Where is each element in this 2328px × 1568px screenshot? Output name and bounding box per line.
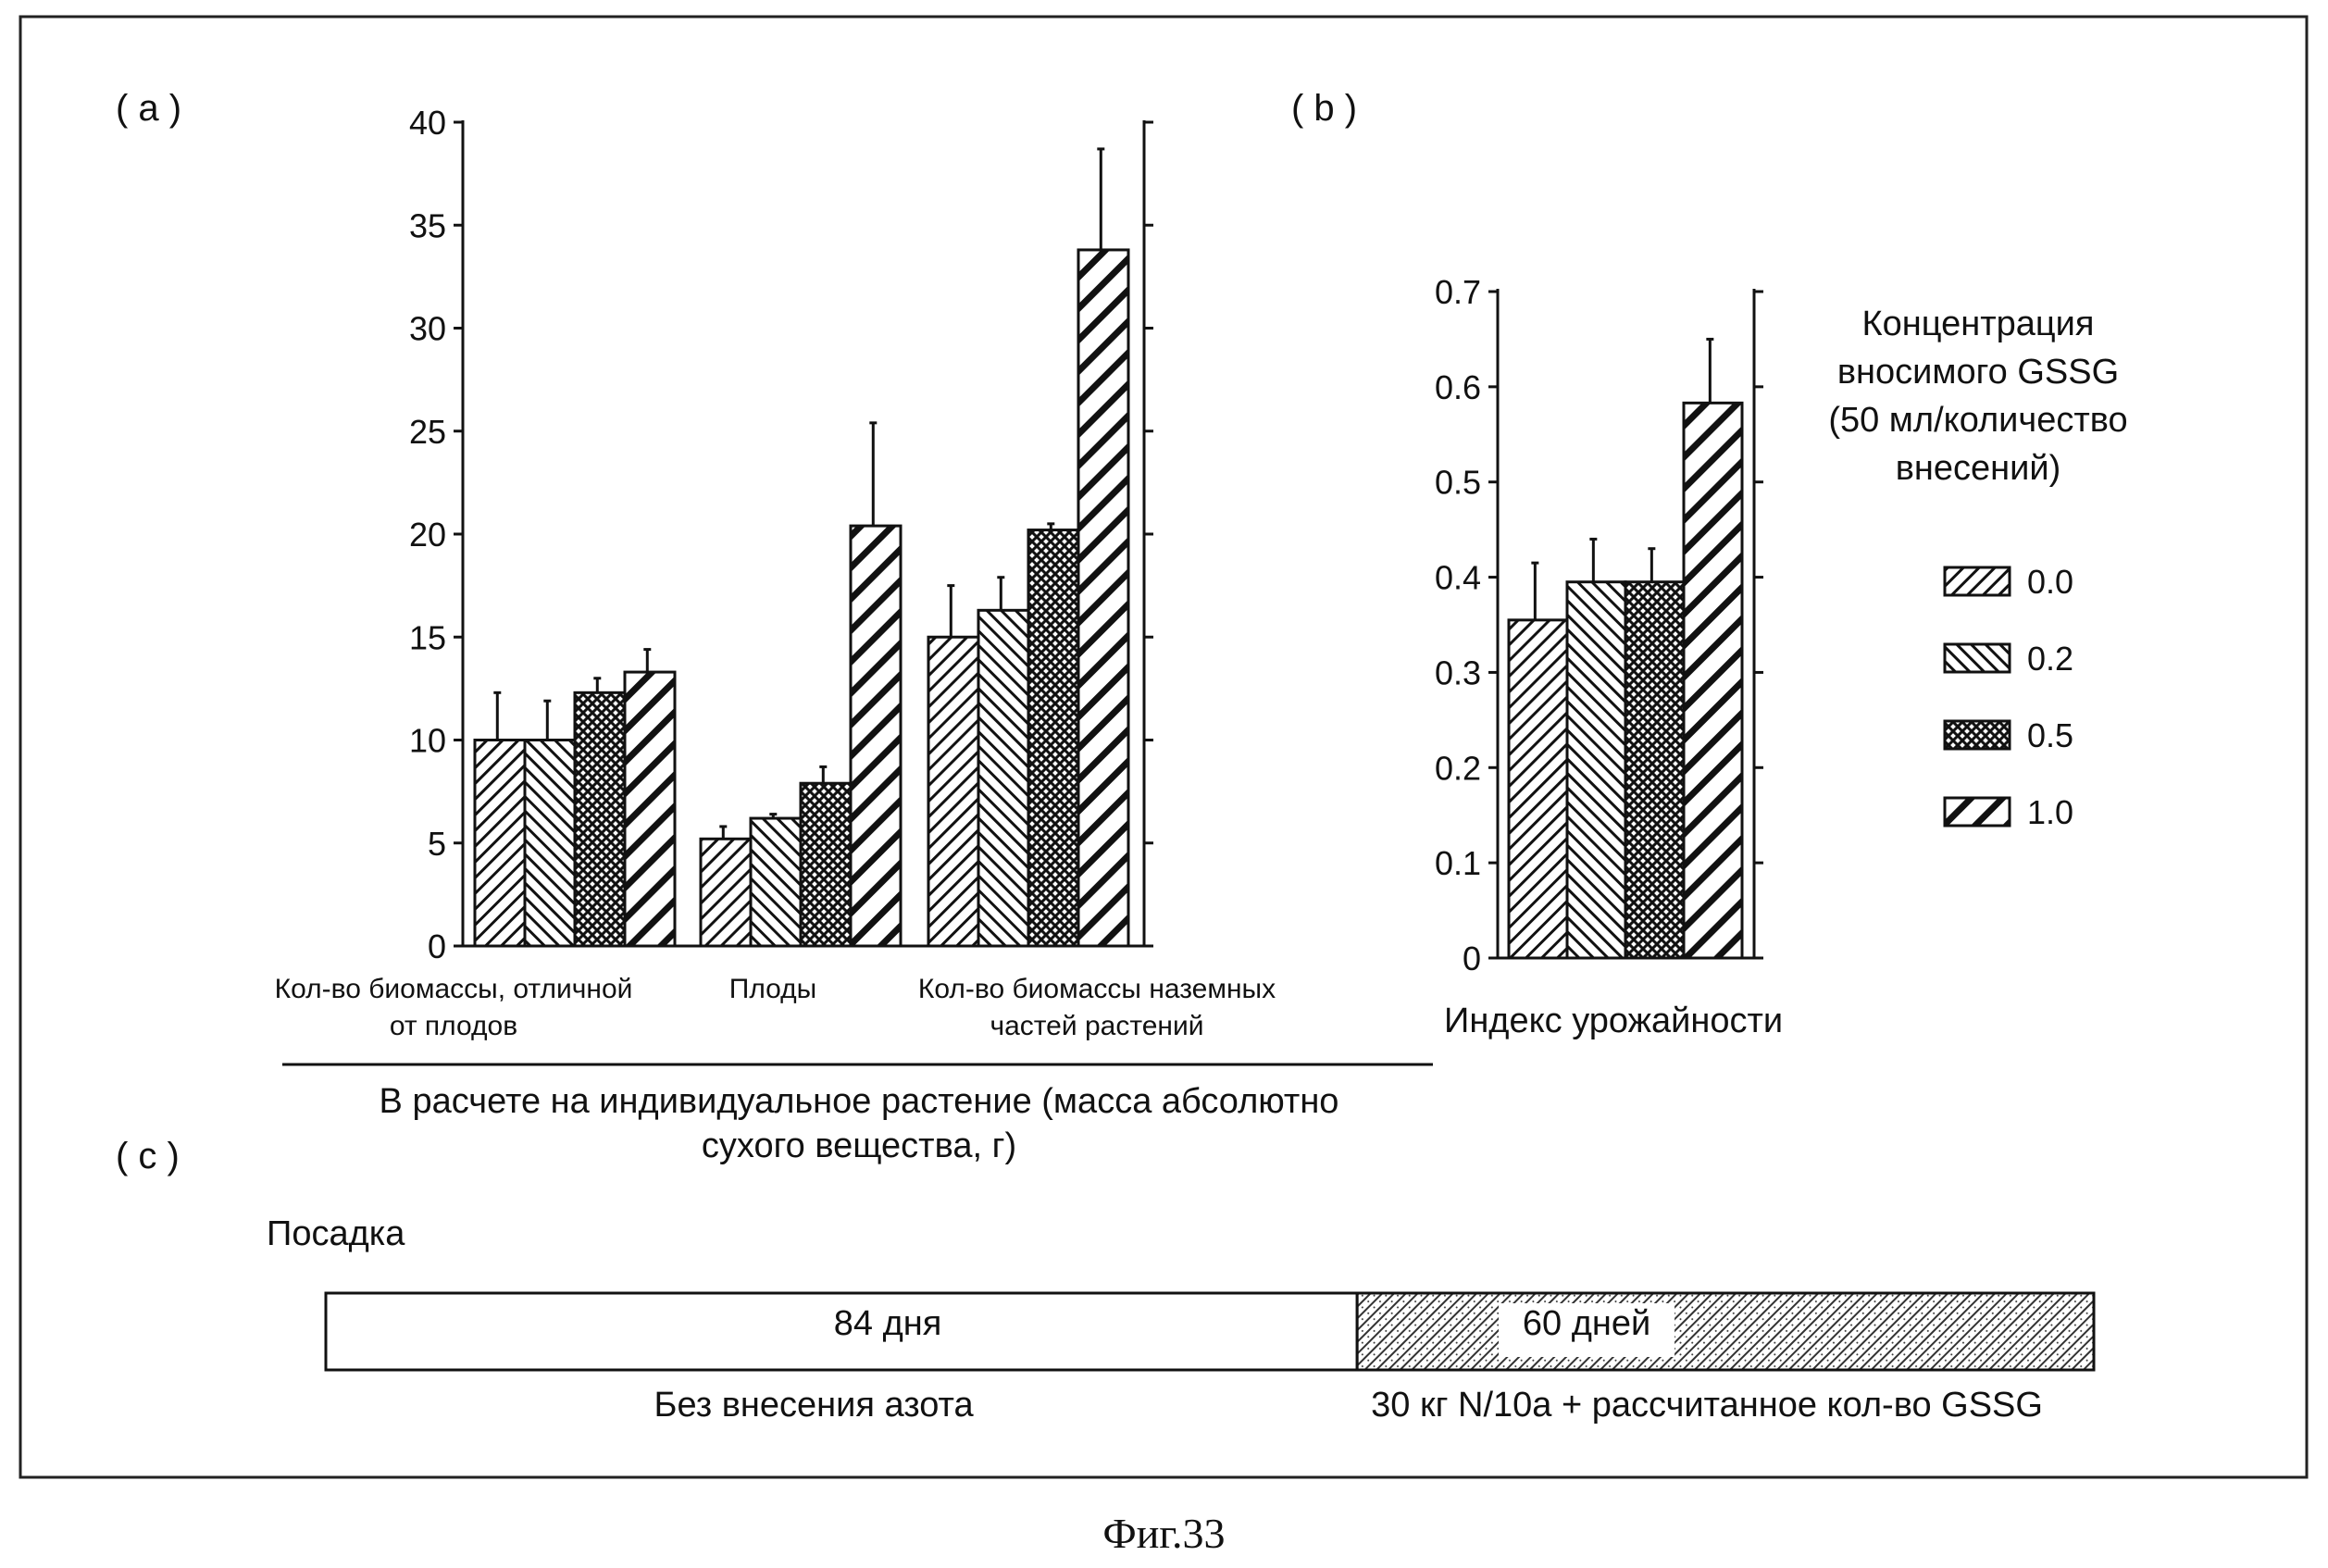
chart-b-bar-g0-s1 xyxy=(1567,582,1625,958)
chart-a-bar-g0-s3 xyxy=(625,672,675,946)
legend-swatch-2 xyxy=(1945,721,2010,749)
chart-a-bar-g2-s3 xyxy=(1078,250,1128,946)
panel-c-label: ( c ) xyxy=(116,1136,180,1176)
chart-a-bar-g0-s2 xyxy=(575,692,625,946)
timeline: Посадка 84 дня 60 дней Без внесения азот… xyxy=(267,1214,2094,1425)
chart-a-ytick-label-2: 10 xyxy=(409,722,446,760)
legend-label-0: 0.0 xyxy=(2027,563,2073,601)
timeline-segment-1-label: 60 дней xyxy=(1523,1304,1650,1343)
legend: Концентрация вносимого GSSG (50 мл/колич… xyxy=(1828,305,2127,831)
panel-a-label: ( a ) xyxy=(116,88,181,129)
chart-b-ytick-label-7: 0.7 xyxy=(1435,273,1481,311)
legend-title-line-1: вносимого GSSG xyxy=(1837,353,2119,392)
chart-a-ytick-label-4: 20 xyxy=(409,516,446,554)
chart-b: 0 0.1 0.2 0.3 0.4 0.5 0.6 0.7 Индекс урожайност… xyxy=(1435,273,1783,1040)
chart-a-bar-g1-s3 xyxy=(851,526,901,946)
chart-a-bar-g1-s2 xyxy=(801,783,851,946)
chart-a-bar-g2-s1 xyxy=(978,610,1028,946)
chart-a-ytick-label-7: 35 xyxy=(409,206,446,244)
legend-title-line-3: внесений) xyxy=(1896,449,2061,488)
chart-a-xlabel-line-1: сухого вещества, г) xyxy=(702,1126,1016,1165)
chart-a-bar-g2-s0 xyxy=(928,637,978,946)
chart-a-ytick-label-5: 25 xyxy=(409,413,446,451)
legend-label-1: 0.2 xyxy=(2027,640,2073,678)
chart-a-bar-g0-s1 xyxy=(525,740,575,947)
chart-a-xlabel-line-0: В расчете на индивидуальное растение (ма… xyxy=(380,1082,1339,1121)
chart-b-ytick-label-1: 0.1 xyxy=(1435,844,1481,882)
chart-a-bar-g2-s2 xyxy=(1028,530,1078,946)
legend-title-line-2: (50 мл/количество xyxy=(1828,401,2127,440)
figure-caption: Фиг.33 xyxy=(0,1509,2328,1558)
chart-b-ytick-label-3: 0.3 xyxy=(1435,653,1481,691)
chart-a-ytick-label-8: 40 xyxy=(409,104,446,142)
chart-a-ytick-label-6: 30 xyxy=(409,310,446,348)
chart-a: 0 5 10 15 20 25 30 35 40 Кол-во биомассы, отличн… xyxy=(275,104,1433,1165)
chart-b-bar-g0-s0 xyxy=(1509,620,1567,958)
legend-swatch-3 xyxy=(1945,798,2010,826)
chart-a-ytick-label-0: 0 xyxy=(428,927,446,965)
chart-b-ytick-label-6: 0.6 xyxy=(1435,368,1481,406)
chart-a-bar-g0-s0 xyxy=(475,740,525,947)
chart-b-ytick-label-4: 0.4 xyxy=(1435,559,1481,597)
legend-swatch-0 xyxy=(1945,567,2010,595)
chart-a-ytick-label-1: 5 xyxy=(428,825,446,863)
chart-a-ytick-label-3: 15 xyxy=(409,618,446,656)
legend-label-2: 0.5 xyxy=(2027,716,2073,754)
chart-a-category-label-0-line-1: от плодов xyxy=(390,1011,517,1041)
timeline-segment-1-caption: 30 кг N/10а + рассчитанное кол-во GSSG xyxy=(1371,1386,2043,1425)
chart-b-xlabel: Индекс урожайности xyxy=(1444,1002,1783,1040)
chart-a-category-label-1-line-0: Плоды xyxy=(729,974,817,1004)
chart-b-bar-g0-s2 xyxy=(1625,582,1684,958)
chart-a-bar-g1-s1 xyxy=(751,818,801,946)
legend-label-3: 1.0 xyxy=(2027,793,2073,831)
chart-a-category-label-2-line-0: Кол-во биомассы наземных xyxy=(918,974,1276,1004)
legend-title-line-0: Концентрация xyxy=(1862,305,2095,343)
chart-b-bar-g0-s3 xyxy=(1684,403,1742,958)
timeline-start-label: Посадка xyxy=(267,1214,405,1253)
chart-b-ytick-label-0: 0 xyxy=(1463,940,1481,977)
chart-a-category-label-0-line-0: Кол-во биомассы, отличной xyxy=(275,974,633,1004)
chart-a-bar-g1-s0 xyxy=(701,839,751,946)
chart-b-ytick-label-5: 0.5 xyxy=(1435,464,1481,502)
chart-a-category-label-2-line-1: частей растений xyxy=(990,1011,1203,1041)
chart-b-ytick-label-2: 0.2 xyxy=(1435,749,1481,787)
timeline-segment-0-label: 84 дня xyxy=(834,1304,942,1343)
panel-b-label: ( b ) xyxy=(1291,88,1357,129)
legend-swatch-1 xyxy=(1945,644,2010,672)
timeline-segment-0-caption: Без внесения азота xyxy=(654,1386,975,1425)
figure-33: ( a ) ( b ) ( c ) 0 5 10 15 20 25 30 35 40 Кол-в… xyxy=(0,0,2328,1568)
timeline-segment-1 xyxy=(1357,1293,2094,1370)
